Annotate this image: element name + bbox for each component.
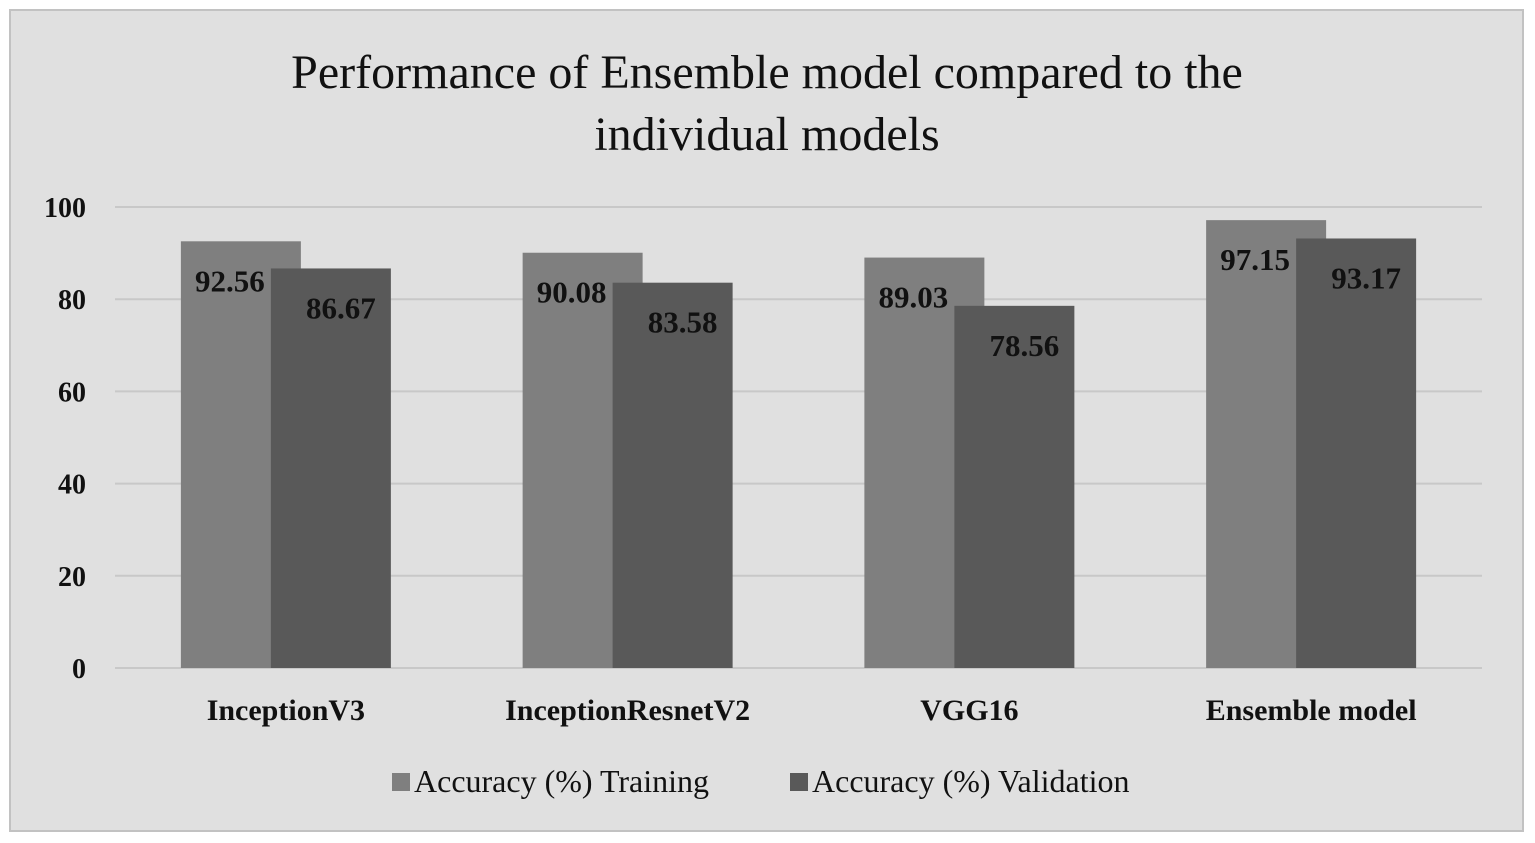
- bar-validation: [1296, 238, 1417, 668]
- data-label: 89.03: [879, 280, 949, 315]
- y-tick-label: 0: [72, 654, 86, 685]
- data-label: 92.56: [195, 263, 265, 298]
- legend: Accuracy (%) Training Accuracy (%) Valida…: [392, 763, 1130, 799]
- y-tick-label: 80: [58, 285, 86, 316]
- data-label: 97.15: [1220, 242, 1290, 277]
- data-label: 78.56: [990, 328, 1060, 363]
- category-label: InceptionV3: [207, 694, 365, 727]
- data-label: 83.58: [648, 305, 718, 340]
- category-label: InceptionResnetV2: [505, 694, 750, 727]
- y-tick-label: 100: [44, 193, 86, 224]
- y-axis-tick-labels: 0 20 40 60 80 100: [44, 193, 86, 685]
- chart-title: Performance of Ensemble model compared t…: [291, 46, 1243, 161]
- y-tick-label: 60: [58, 377, 86, 408]
- bar-validation: [270, 268, 391, 668]
- y-tick-label: 40: [58, 470, 86, 501]
- data-label: 93.17: [1331, 260, 1401, 295]
- legend-label: Accuracy (%) Training: [414, 763, 709, 799]
- x-axis-category-labels: InceptionV3 InceptionResnetV2 VGG16 Ensembl…: [207, 694, 1417, 727]
- bar-validation: [612, 282, 733, 668]
- data-label: 86.67: [306, 290, 376, 325]
- bars: [180, 220, 1417, 669]
- legend-swatch: [790, 773, 808, 791]
- chart-title-line-1: Performance of Ensemble model compared t…: [291, 46, 1243, 99]
- bar-validation: [954, 305, 1075, 668]
- legend-swatch: [392, 773, 410, 791]
- category-label: VGG16: [920, 694, 1018, 727]
- data-labels: 92.56 86.67 90.08 83.58 89.03 78.56 97.15 93.17: [195, 242, 1401, 363]
- category-label: Ensemble model: [1206, 694, 1417, 727]
- chart-title-line-2: individual models: [594, 108, 939, 161]
- y-tick-label: 20: [58, 562, 86, 593]
- legend-label: Accuracy (%) Validation: [812, 763, 1130, 799]
- data-label: 90.08: [537, 275, 607, 310]
